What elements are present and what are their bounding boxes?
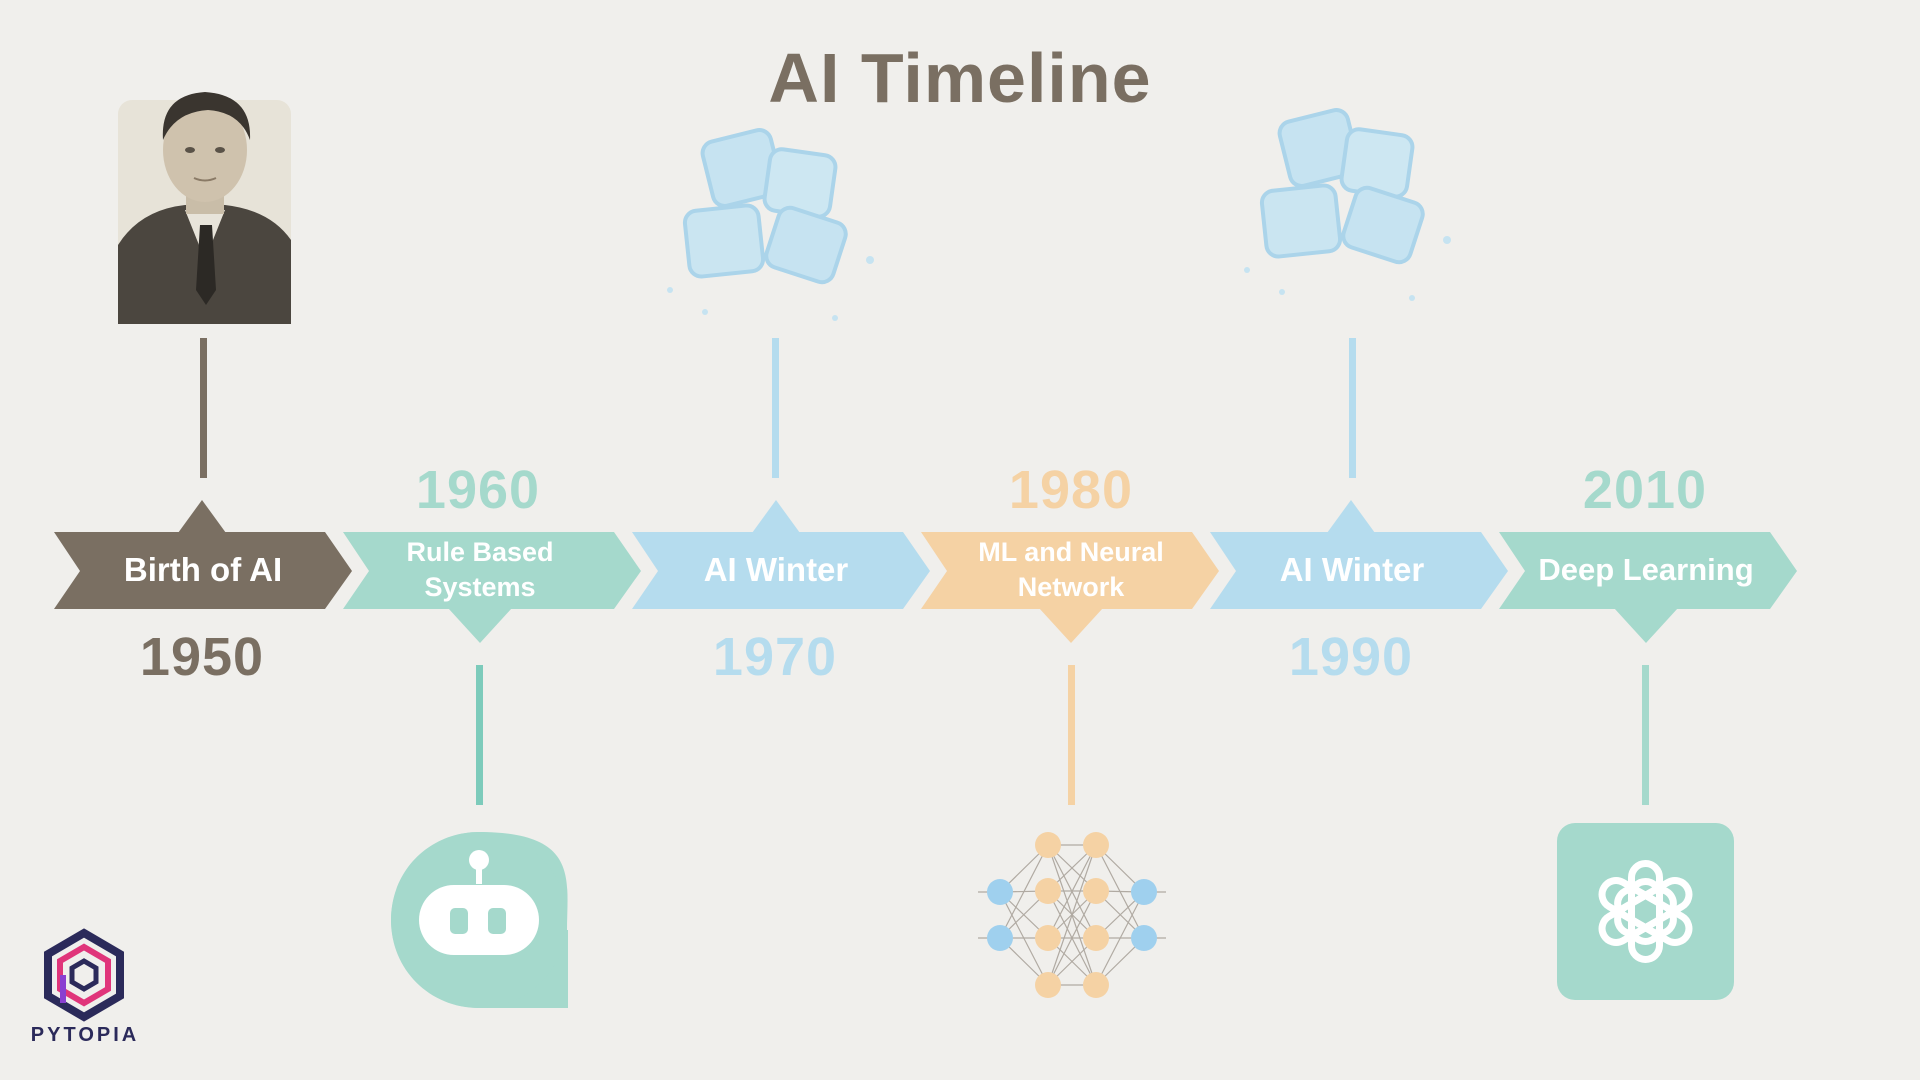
event-label-ai-winter-1: AI Winter <box>703 550 849 588</box>
connector-line-1 <box>200 338 207 478</box>
event-label-ai-winter-2: AI Winter <box>1279 550 1425 588</box>
neural-network-icon <box>978 832 1166 998</box>
event-label-ml-neural-network: ML and Neural Network <box>978 536 1164 602</box>
ice-cubes-icon <box>1244 108 1451 301</box>
connector-line-5 <box>1349 338 1356 478</box>
arrow-segment-2 <box>343 532 641 609</box>
pointer-down-4 <box>1039 608 1103 643</box>
event-year-1970: 1970 <box>712 627 838 687</box>
pointer-up-3 <box>752 500 800 533</box>
connector-line-6 <box>1642 665 1649 805</box>
event-label-deep-learning: Deep Learning <box>1538 551 1754 587</box>
arrow-segment-5 <box>1210 532 1508 609</box>
event-label-rule-based-systems: Rule Based Systems <box>406 536 554 602</box>
arrow-segment-4 <box>921 532 1219 609</box>
event-year-2010: 2010 <box>1582 460 1708 520</box>
event-year-1980: 1980 <box>1008 460 1134 520</box>
brand-name: PYTOPIA <box>30 1024 140 1046</box>
connector-line-2 <box>476 665 483 805</box>
connector-line-3 <box>772 338 779 478</box>
pointer-down-6 <box>1614 608 1678 643</box>
arrow-segment-6 <box>1499 532 1797 609</box>
event-year-1990: 1990 <box>1288 627 1414 687</box>
arrow-segment-3 <box>632 532 930 609</box>
arrow-segment-1 <box>54 532 352 609</box>
connector-line-4 <box>1068 665 1075 805</box>
alan-turing-portrait <box>118 92 291 324</box>
chatbot-robot-icon <box>391 832 568 1008</box>
event-label-birth-of-ai: Birth of AI <box>123 550 283 588</box>
event-year-1960: 1960 <box>415 460 541 520</box>
pointer-up-1 <box>178 500 226 533</box>
pointer-up-5 <box>1327 500 1375 533</box>
pointer-down-2 <box>448 608 512 643</box>
openai-logo-icon <box>1557 823 1734 1000</box>
page-title: AI Timeline <box>768 39 1152 117</box>
pytopia-logo-icon <box>44 928 124 1022</box>
event-year-1950: 1950 <box>139 627 265 687</box>
ice-cubes-icon <box>667 128 874 321</box>
